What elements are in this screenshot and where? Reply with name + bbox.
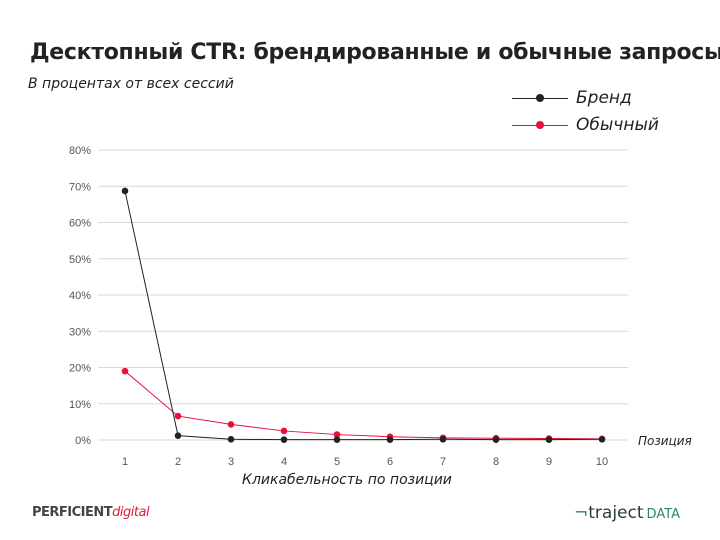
data-point (598, 435, 606, 443)
legend-item-brand: Бренд (512, 88, 632, 108)
legend-item-organic: Обычный (512, 115, 659, 135)
data-point (227, 421, 235, 428)
y-tick-label: 30% (69, 326, 91, 338)
data-point (545, 436, 553, 443)
x-tick-label: 9 (546, 456, 552, 468)
x-tick-label: 10 (596, 456, 608, 468)
traject-data-logo: ¬traject DATA (574, 503, 681, 523)
x-tick-label: 7 (440, 456, 446, 468)
data-point (227, 435, 235, 443)
x-axis-end-label: Позиция (638, 434, 692, 448)
data-point (439, 435, 447, 443)
data-point (121, 367, 129, 375)
legend-line-icon (512, 93, 568, 102)
y-tick-label: 60% (69, 218, 91, 230)
series-line (124, 190, 603, 441)
data-point (280, 436, 288, 443)
x-tick-label: 2 (175, 456, 181, 468)
subtitle: В процентах от всех сессий (28, 76, 234, 92)
series-line (124, 370, 603, 440)
page-title: Десктопный CTR: брендированные и обычные… (30, 40, 720, 65)
x-tick-label: 1 (122, 456, 128, 468)
y-tick-label: 20% (69, 363, 91, 375)
x-tick-label: 5 (334, 456, 340, 468)
x-tick-label: 6 (387, 456, 393, 468)
legend-line-icon (512, 120, 568, 129)
legend-label: Бренд (576, 88, 632, 108)
data-point (333, 431, 341, 438)
legend-label: Обычный (576, 115, 659, 135)
y-tick-label: 70% (69, 181, 91, 193)
y-tick-label: 50% (69, 254, 91, 266)
data-point (174, 432, 182, 439)
data-point (386, 436, 394, 443)
y-tick-label: 0% (75, 435, 91, 447)
y-tick-label: 10% (69, 399, 91, 411)
perficient-digital-logo: PERFICIENTdigital (32, 505, 150, 520)
x-tick-label: 3 (228, 456, 234, 468)
data-point (121, 187, 129, 195)
x-axis-title: Кликабельность по позиции (242, 472, 452, 488)
y-tick-label: 40% (69, 290, 91, 302)
x-tick-label: 8 (493, 456, 499, 468)
y-tick-label: 80% (69, 145, 91, 157)
data-point (333, 436, 341, 443)
data-point (174, 412, 182, 420)
data-point (280, 427, 288, 435)
data-point (492, 436, 500, 443)
x-tick-label: 4 (281, 456, 287, 468)
